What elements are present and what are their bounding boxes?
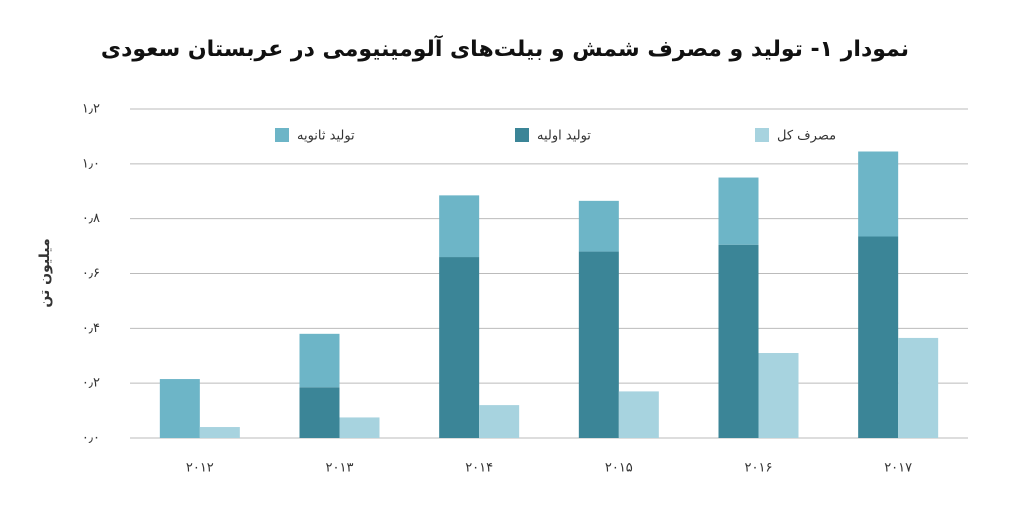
bar-segment	[718, 244, 759, 438]
legend-label: تولید ثانویه	[297, 129, 355, 144]
y-tick-label: ۰٫۸	[82, 211, 100, 226]
bar-segment	[159, 379, 200, 438]
legend-label: تولید اولیه	[537, 129, 591, 144]
x-tick-label: ۲۰۱۵	[605, 461, 633, 476]
bar-segment	[858, 236, 899, 438]
bar-segment	[718, 177, 759, 245]
bar-segment	[858, 151, 899, 237]
bar-segment	[199, 427, 240, 438]
y-tick-label: ۰٫۶	[82, 266, 100, 281]
x-tick-label: ۲۰۱۳	[326, 461, 354, 476]
bar-segment	[439, 195, 480, 258]
legend-swatch	[275, 128, 289, 142]
y-axis-label: میلیون تن	[37, 238, 53, 307]
bar-segment	[339, 417, 380, 438]
bar-segment	[578, 251, 619, 438]
y-tick-label: ۱٫۲	[82, 102, 100, 117]
x-tick-label: ۲۰۱۲	[186, 461, 214, 476]
legend-label: مصرف کل	[777, 129, 836, 144]
bar-segment	[898, 337, 939, 438]
bar-segment	[299, 387, 340, 438]
y-tick-label: ۰٫۰	[82, 431, 100, 446]
x-tick-label: ۲۰۱۷	[884, 461, 912, 476]
y-tick-label: ۰٫۴	[82, 321, 100, 336]
bar-segment	[299, 333, 340, 388]
bar-segment	[479, 405, 520, 438]
x-tick-label: ۲۰۱۴	[465, 461, 493, 476]
legend-swatch	[755, 128, 769, 142]
bar-segment	[618, 391, 659, 438]
legend-swatch	[515, 128, 529, 142]
bar-segment	[578, 200, 619, 252]
y-tick-label: ۰٫۲	[82, 376, 100, 391]
chart-title: نمودار ۱- تولید و مصرف شمش و بیلت‌های آل…	[101, 34, 909, 62]
x-tick-label: ۲۰۱۶	[745, 461, 773, 476]
bar-segment	[439, 257, 480, 438]
y-tick-label: ۱٫۰	[82, 156, 100, 171]
bar-segment	[758, 353, 799, 438]
